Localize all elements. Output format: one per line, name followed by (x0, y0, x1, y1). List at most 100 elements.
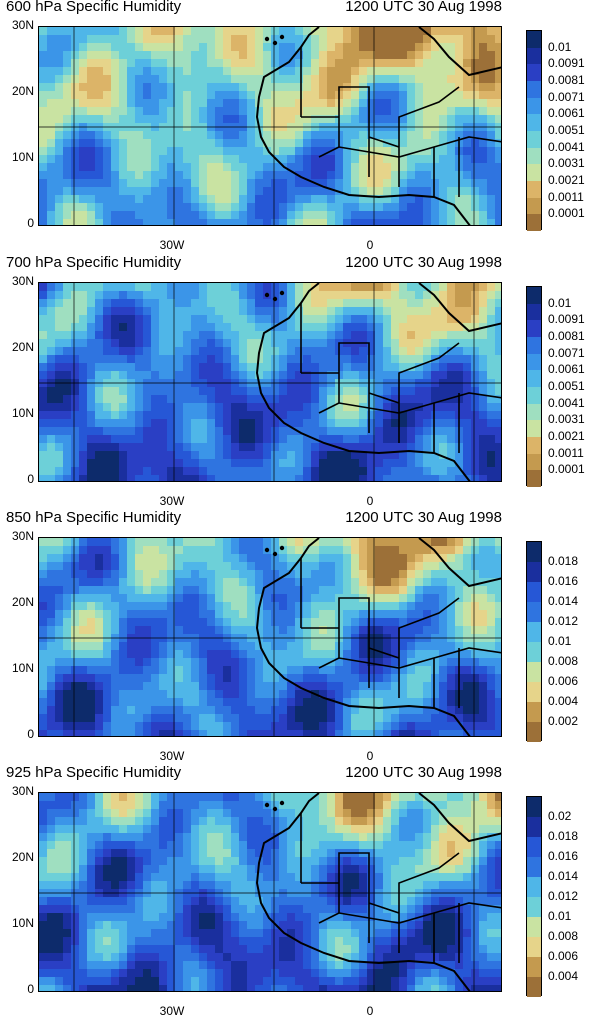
field-cell (87, 395, 96, 404)
field-cell (199, 443, 208, 452)
field-cell (95, 857, 104, 866)
field-cell (87, 387, 96, 396)
field-cell (479, 179, 488, 188)
field-cell (199, 315, 208, 324)
field-cell (375, 107, 384, 116)
field-cell (175, 51, 184, 60)
field-cell (327, 59, 336, 68)
field-cell (319, 299, 328, 308)
field-cell (287, 83, 296, 92)
field-cell (447, 546, 456, 555)
colorbar-swatch (527, 337, 541, 354)
field-cell (255, 323, 264, 332)
field-cell (255, 43, 264, 52)
field-cell (151, 363, 160, 372)
field-cell (423, 187, 432, 196)
field-cell (351, 355, 360, 364)
field-cell (311, 562, 320, 571)
field-cell (39, 339, 48, 348)
field-cell (231, 562, 240, 571)
field-cell (335, 706, 344, 715)
field-cell (47, 91, 56, 100)
field-cell (463, 618, 472, 627)
field-cell (335, 435, 344, 444)
field-cell (87, 139, 96, 148)
field-cell (199, 586, 208, 595)
field-cell (351, 179, 360, 188)
field-cell (463, 714, 472, 723)
field-cell (39, 395, 48, 404)
field-cell (143, 809, 152, 818)
field-cell (239, 299, 248, 308)
field-cell (95, 538, 104, 547)
field-cell (39, 459, 48, 468)
field-cell (271, 562, 280, 571)
field-cell (359, 27, 368, 36)
field-cell (359, 355, 368, 364)
field-cell (183, 363, 192, 372)
field-cell (63, 475, 72, 482)
field-cell (47, 131, 56, 140)
field-cell (175, 459, 184, 468)
field-cell (95, 347, 104, 356)
field-cell (463, 650, 472, 659)
field-cell (375, 841, 384, 850)
field-cell (455, 618, 464, 627)
field-cell (303, 155, 312, 164)
field-cell (223, 219, 232, 226)
field-cell (279, 331, 288, 340)
field-cell (55, 610, 64, 619)
field-cell (295, 211, 304, 220)
field-cell (183, 347, 192, 356)
field-cell (135, 857, 144, 866)
field-cell (223, 618, 232, 627)
field-cell (399, 459, 408, 468)
field-cell (247, 841, 256, 850)
field-cell (399, 99, 408, 108)
field-cell (391, 339, 400, 348)
field-cell (191, 307, 200, 316)
field-cell (175, 395, 184, 404)
field-cell (455, 219, 464, 226)
field-cell (303, 331, 312, 340)
field-cell (143, 570, 152, 579)
field-cell (111, 833, 120, 842)
field-cell (271, 171, 280, 180)
field-cell (391, 817, 400, 826)
field-cell (135, 291, 144, 300)
field-cell (383, 467, 392, 476)
field-cell (303, 833, 312, 842)
field-cell (391, 546, 400, 555)
field-cell (295, 825, 304, 834)
field-cell (71, 578, 80, 587)
field-cell (151, 658, 160, 667)
field-cell (95, 331, 104, 340)
field-cell (359, 59, 368, 68)
field-cell (231, 83, 240, 92)
field-cell (247, 475, 256, 482)
field-cell (399, 849, 408, 858)
field-cell (183, 315, 192, 324)
field-cell (207, 115, 216, 124)
field-cell (151, 825, 160, 834)
field-cell (215, 43, 224, 52)
field-cell (103, 347, 112, 356)
field-cell (95, 179, 104, 188)
field-cell (359, 67, 368, 76)
field-cell (127, 219, 136, 226)
field-cell (39, 610, 48, 619)
field-cell (127, 666, 136, 675)
field-cell (415, 443, 424, 452)
field-cell (343, 131, 352, 140)
field-cell (383, 187, 392, 196)
field-cell (295, 706, 304, 715)
field-cell (127, 163, 136, 172)
field-cell (119, 299, 128, 308)
field-cell (199, 171, 208, 180)
field-cell (471, 155, 480, 164)
field-cell (79, 658, 88, 667)
field-cell (295, 610, 304, 619)
field-cell (95, 371, 104, 380)
field-cell (135, 427, 144, 436)
field-cell (207, 435, 216, 444)
